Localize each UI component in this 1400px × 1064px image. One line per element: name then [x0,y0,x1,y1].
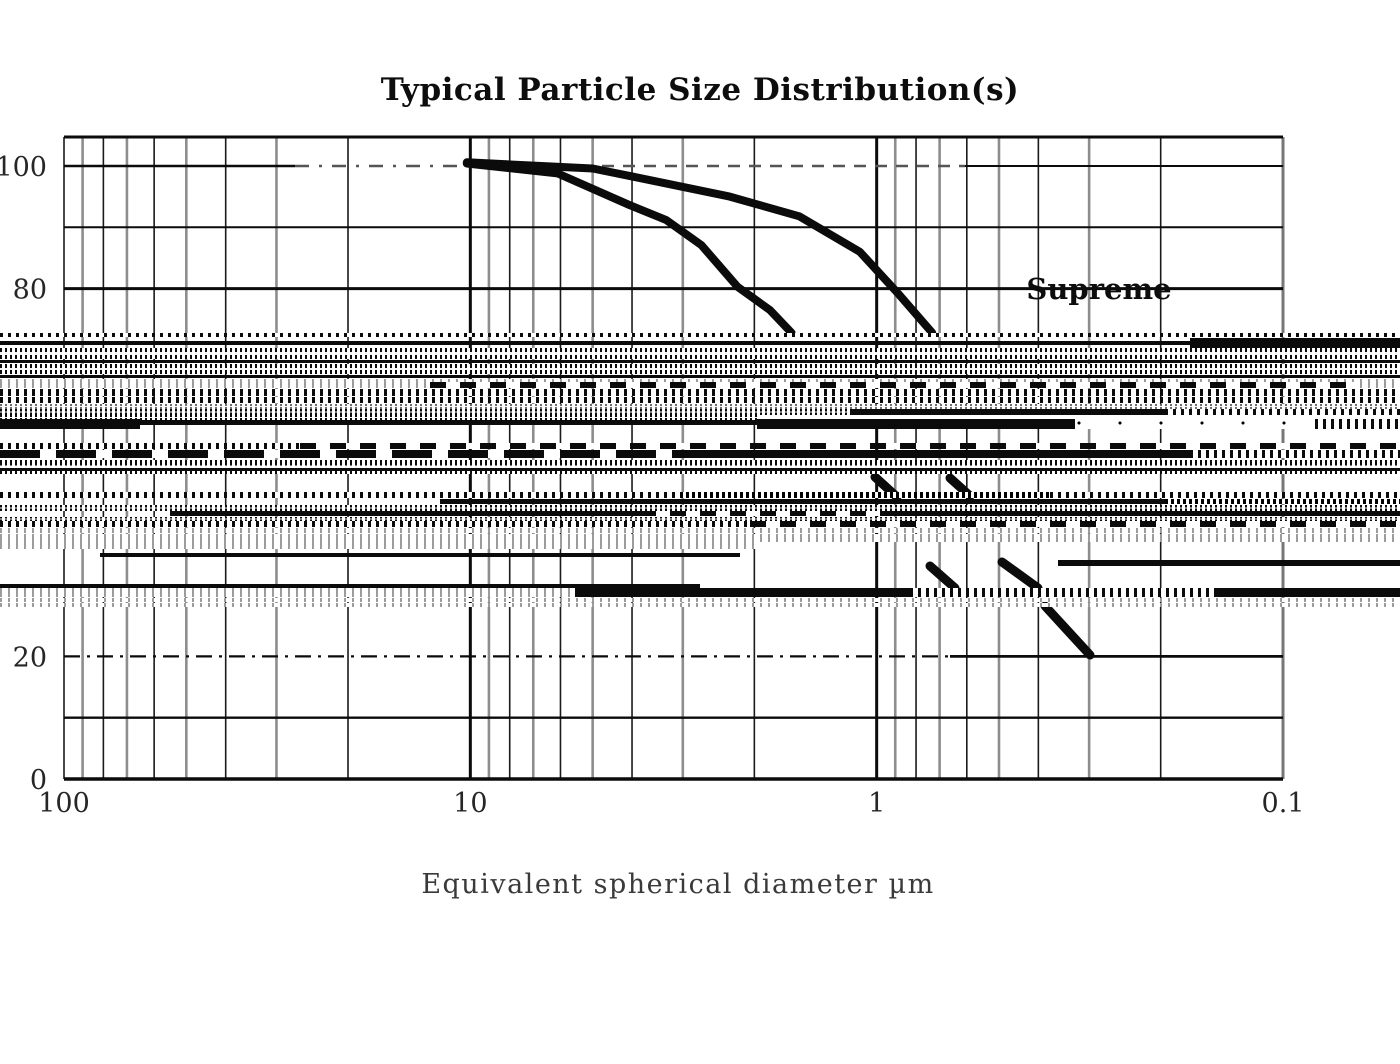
scan-artifact-row [750,521,1400,527]
scan-artifact-row [1165,409,1400,415]
scan-artifact-row [140,420,757,425]
scan-artifact-row [680,492,1050,498]
scan-artifact-row [0,333,1400,337]
scan-artifact-row [575,588,910,597]
scan-artifact-row [0,505,1400,511]
scan-artifact-row [1058,560,1400,566]
scan-artifact-row [1075,419,1315,429]
scan-artifact-row [0,603,1400,607]
scan-artifact-row [0,450,700,458]
x-tick-label: 100 [38,788,90,819]
scan-artifact-row [0,528,1400,533]
curve-fragment [1040,601,1095,660]
scan-artifact-row [1165,499,1400,504]
tick-labels-layer: 100 10 1 0.1 100 80 20 0 [0,152,1304,819]
scan-artifact-row [880,511,1400,516]
scan-artifact-row [1315,419,1400,429]
y-tick-label: 80 [13,275,47,306]
scan-artifact-row [640,511,880,516]
scan-artifact-row [0,492,680,498]
scan-artifact-row [0,598,1400,602]
scan-artifact-row [757,415,1400,420]
x-tick-label: 1 [868,788,885,819]
scan-artifact-row [0,468,1400,471]
scan-artifact-row [0,584,700,588]
scan-artifact-row [850,409,1165,415]
scan-artifact-row [440,499,1165,504]
scan-artifact-row [1215,588,1400,597]
scan-artifact-row [0,588,575,597]
scan-artifact-row [430,382,1360,388]
series-label-supreme: Supreme [1026,272,1171,306]
scan-artifact-row [0,404,1400,409]
curve-fragment [997,557,1043,593]
y-tick-label: 100 [0,152,47,183]
scan-artifact-row [0,521,750,527]
scan-artifact-row [0,360,1400,363]
scan-artifact-row [0,419,140,429]
x-axis-title: Equivalent spherical diameter µm [421,869,934,900]
scan-artifact-row [1190,450,1400,458]
scan-artifact-row [0,415,757,420]
distribution-curve-Supreme [462,158,937,337]
scan-artifact-row [1190,338,1400,351]
scan-artifact-row [100,553,740,557]
distribution-curve-unlabeled-finer-distribution [462,159,796,337]
scan-artifact-row [300,443,1400,449]
scan-artifact-row [0,375,1400,378]
scan-artifact-row [0,534,1400,542]
scan-artifact-row [700,450,1190,458]
scan-artifact-row [0,364,1400,374]
chart-title: Typical Particle Size Distribution(s) [381,72,1019,108]
scan-artifact-row [1050,492,1400,498]
scan-artifact-row [0,460,1400,474]
x-tick-label: 10 [453,788,487,819]
scan-artifact-row [0,542,760,549]
scan-artifact-row [0,348,1400,359]
scan-artifact-row [0,517,1400,521]
curve-fragment [925,561,960,593]
scan-artifact-row [0,443,300,449]
scan-artifact-row [0,397,1400,403]
x-tick-label: 0.1 [1262,788,1305,819]
scan-artifact-row [0,389,1400,396]
grid-layer [63,135,1285,781]
y-tick-label: 0 [30,765,47,796]
scan-artifact-row [0,409,850,415]
y-tick-label: 20 [13,642,47,673]
scan-artifact-row [170,511,640,516]
scan-artifact-row [757,419,1075,429]
scan-artifact-row [910,588,1215,597]
scan-artifact-row [0,341,1190,345]
